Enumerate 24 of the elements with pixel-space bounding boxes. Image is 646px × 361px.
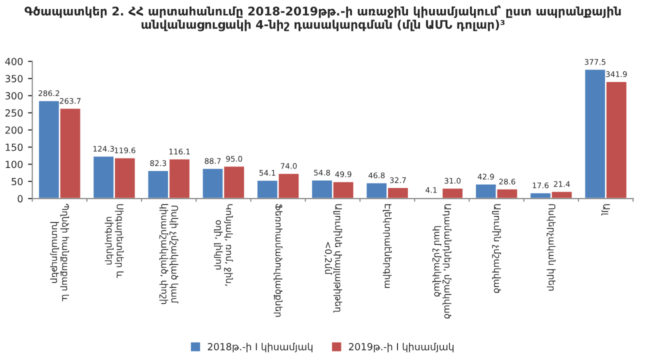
y-tick-label: 0	[18, 195, 23, 202]
x-tick-label: Ոսկի չմշակված կամ կիսամշակված, փոշի	[159, 204, 178, 304]
y-tick-label: 300	[5, 92, 23, 100]
legend-label: 2018թ.-ի I կիսամյակ	[208, 342, 312, 352]
x-tick-label: Պղնձի հանքաքար և խտանյութեր	[50, 204, 70, 302]
y-tick-label: 200	[5, 126, 23, 134]
y-tick-label: 50	[12, 178, 23, 186]
legend-label: 2019թ.-ի I կիսամյակ	[348, 342, 454, 352]
y-tick-label: 350	[5, 74, 23, 82]
chart-title: Գծապատկեր 2. ՀՀ արտահանումը 2018-2019թթ.-ի առաջին կիսամյակում՝ ըստ ապրանքային անվանացուցակի 4-նիշ դասակարգման (մլն ԱՄՆ դոլար)³	[24, 5, 621, 32]
y-tick-label: 150	[6, 144, 23, 151]
x-tick-label: Այլ	[601, 204, 610, 216]
x-tick-label: Ոսկերչական իրեր	[546, 204, 556, 291]
y-tick-label: 400	[5, 58, 23, 66]
x-tick-label: Կոնյակ, ռոմ, ջին, օղի, լիկյոր	[214, 204, 233, 286]
bar	[441, 187, 464, 199]
x-tick-label: Ֆեռոհամաձուլվածքներ	[274, 204, 282, 317]
x-tick-label: Ադամանդներ, մշակված կամ չմշակված	[432, 204, 452, 319]
x-tick-label: Սիգարետներ և սիգարներ	[104, 204, 124, 278]
y-tick-label: 100	[6, 160, 23, 168]
x-tick-label: Էլեկտրաէներգիա	[382, 204, 392, 288]
x-tick-label: Ալյումին չմշակված	[492, 204, 501, 293]
y-tick-label: 250	[5, 109, 23, 117]
x-tick-label: Ալյումինե փայլաթիթեղ <0,2մմ	[324, 204, 342, 313]
